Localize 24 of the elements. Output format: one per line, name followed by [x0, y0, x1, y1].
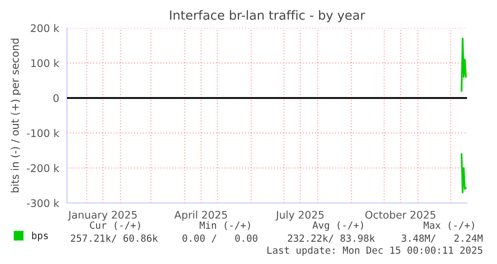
chart-title: Interface br-lan traffic - by year: [170, 10, 366, 22]
x-tick-label: October 2025: [365, 210, 436, 219]
x-tick-label: April 2025: [174, 210, 227, 221]
y-axis-title: bits in (-) / out (+) per second: [10, 38, 21, 192]
y-tick-label: 0: [53, 94, 59, 102]
y-tick-label: 100 k: [31, 59, 60, 68]
y-tick-label: -200 k: [26, 164, 60, 172]
text: Last update: Mon Dec 15 00:00:11 2025: [267, 246, 482, 256]
text: 232.22k/ 83.98k: [288, 234, 375, 243]
text: 257.21k/ 60.86k: [70, 234, 158, 243]
text: Cur (-/+): [90, 221, 140, 230]
text: 3.48M/ 2.24M: [402, 234, 483, 243]
line-series: [460, 38, 467, 92]
text: Max (-/+): [424, 221, 474, 230]
text: 0.00 / 0.00: [182, 234, 258, 243]
x-tick-label: July 2025: [275, 210, 324, 221]
x-tick-label: January 2025: [68, 210, 137, 221]
line-series: [460, 153, 467, 194]
text: Min (-/+): [200, 221, 250, 230]
y-tick-label: -300 k: [26, 199, 60, 208]
y-tick-label: 200 k: [30, 24, 60, 32]
text: Avg (-/+): [312, 221, 363, 231]
y-tick-label: -100 k: [26, 129, 60, 138]
legend-label: bps: [32, 232, 48, 242]
